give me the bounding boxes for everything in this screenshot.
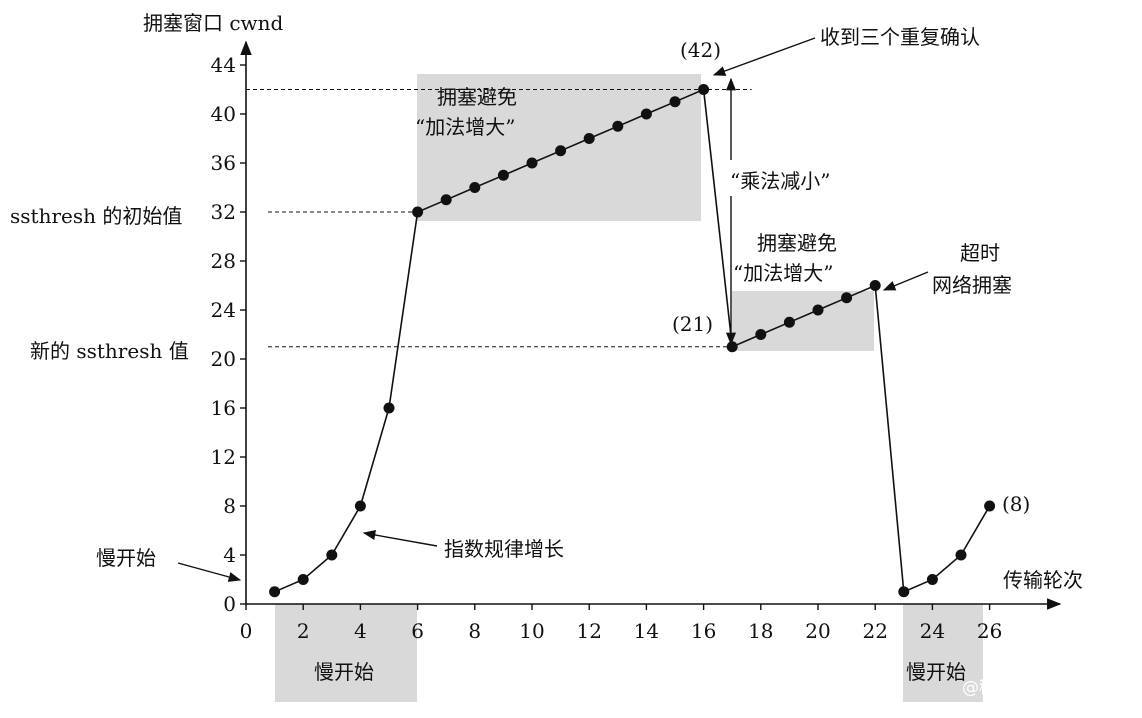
data-point (869, 280, 881, 291)
timeout-annotation-line1: 超时 (960, 241, 1000, 265)
x-axis-label: 传输轮次 (1003, 568, 1083, 592)
shaded-regions (275, 74, 983, 702)
data-point (755, 329, 767, 340)
slow-start-box-1 (275, 604, 417, 702)
x-tick-label: 24 (920, 619, 945, 643)
x-tick-label: 20 (805, 619, 830, 643)
x-tick-label: 8 (468, 619, 481, 643)
slow-start-box-2-label: 慢开始 (906, 660, 966, 684)
data-point (926, 574, 938, 585)
triple-ack-arrow (712, 37, 816, 76)
ssthresh-new-label: 新的 ssthresh 值 (30, 339, 189, 363)
x-tick-label: 26 (977, 619, 1002, 643)
data-point (269, 586, 281, 598)
y-tick-label: 12 (211, 445, 236, 469)
data-point (583, 133, 595, 144)
annotation-arrows (177, 37, 929, 582)
slow-start-box-1-label: 慢开始 (314, 660, 374, 684)
point-label-8: (8) (1002, 492, 1030, 516)
x-tick-label: 6 (411, 619, 424, 643)
data-point (440, 194, 452, 206)
data-point (898, 586, 910, 598)
y-tick-label: 32 (211, 200, 236, 224)
ca2-annotation-line1: 拥塞避免 (757, 231, 837, 255)
data-point (612, 120, 624, 132)
data-point (383, 402, 395, 414)
y-tick-label: 40 (211, 102, 236, 126)
watermark: @稀土掘金技术社区 (962, 678, 1115, 698)
y-tick-label: 4 (223, 543, 236, 567)
y-tick-label: 36 (211, 151, 236, 175)
data-point (812, 304, 824, 316)
x-tick-label: 0 (240, 619, 253, 643)
data-point (469, 182, 481, 193)
data-point (497, 169, 509, 181)
x-tick-label: 4 (354, 619, 367, 643)
data-point (354, 500, 366, 512)
y-tick-label: 20 (211, 347, 236, 371)
data-point (698, 84, 710, 95)
data-point (640, 108, 652, 120)
slow-start-left-arrow (177, 562, 242, 582)
slow-start-left-annotation: 慢开始 (96, 546, 156, 570)
data-point (412, 206, 424, 218)
axes (240, 40, 1062, 610)
x-tick-label: 2 (297, 619, 310, 643)
point-label-42: (42) (680, 38, 721, 62)
data-point (526, 157, 538, 169)
x-tick-label: 18 (748, 619, 773, 643)
y-tick-label: 0 (223, 592, 236, 616)
ssthresh-initial-label: ssthresh 的初始值 (10, 204, 182, 228)
y-tick-label: 24 (211, 298, 236, 322)
timeout-arrow (882, 271, 929, 291)
y-axis-label: 拥塞窗口 cwnd (143, 11, 284, 35)
data-point (984, 500, 996, 512)
y-tick-label: 28 (211, 249, 236, 273)
data-point (669, 96, 681, 108)
multiplicative-decrease-annotation: “乘法减小” (730, 169, 830, 193)
y-tick-label: 8 (223, 494, 236, 518)
ca1-annotation-line2: “加法增大” (415, 115, 515, 139)
x-tick-label: 14 (634, 619, 659, 643)
y-ticks: 0 4 8 12 16 20 24 28 32 36 40 44 (211, 53, 246, 616)
data-point (955, 549, 967, 561)
data-point (783, 316, 795, 328)
point-label-21: (21) (672, 312, 713, 336)
exponential-growth-arrow (362, 530, 438, 547)
y-tick-label: 44 (211, 53, 236, 77)
exponential-growth-annotation: 指数规律增长 (444, 537, 564, 561)
x-tick-label: 12 (576, 619, 601, 643)
data-point (297, 574, 309, 585)
x-tick-label: 10 (519, 619, 544, 643)
triple-ack-annotation: 收到三个重复确认 (820, 25, 980, 49)
x-ticks: 0 2 4 6 8 10 12 14 16 18 20 22 24 26 (240, 604, 1002, 643)
timeout-annotation-line2: 网络拥塞 (932, 273, 1012, 297)
x-tick-label: 16 (691, 619, 716, 643)
congestion-avoidance-region-2 (732, 291, 874, 351)
ca1-annotation-line1: 拥塞避免 (437, 85, 517, 109)
data-point (326, 549, 338, 561)
data-point (841, 292, 853, 304)
data-point (726, 341, 738, 353)
y-tick-label: 16 (211, 396, 236, 420)
x-tick-label: 22 (862, 619, 887, 643)
ca2-annotation-line2: “加法增大” (733, 261, 833, 285)
reference-lines (246, 89, 752, 348)
data-point (555, 145, 567, 157)
slow-start-box-2 (903, 604, 983, 702)
